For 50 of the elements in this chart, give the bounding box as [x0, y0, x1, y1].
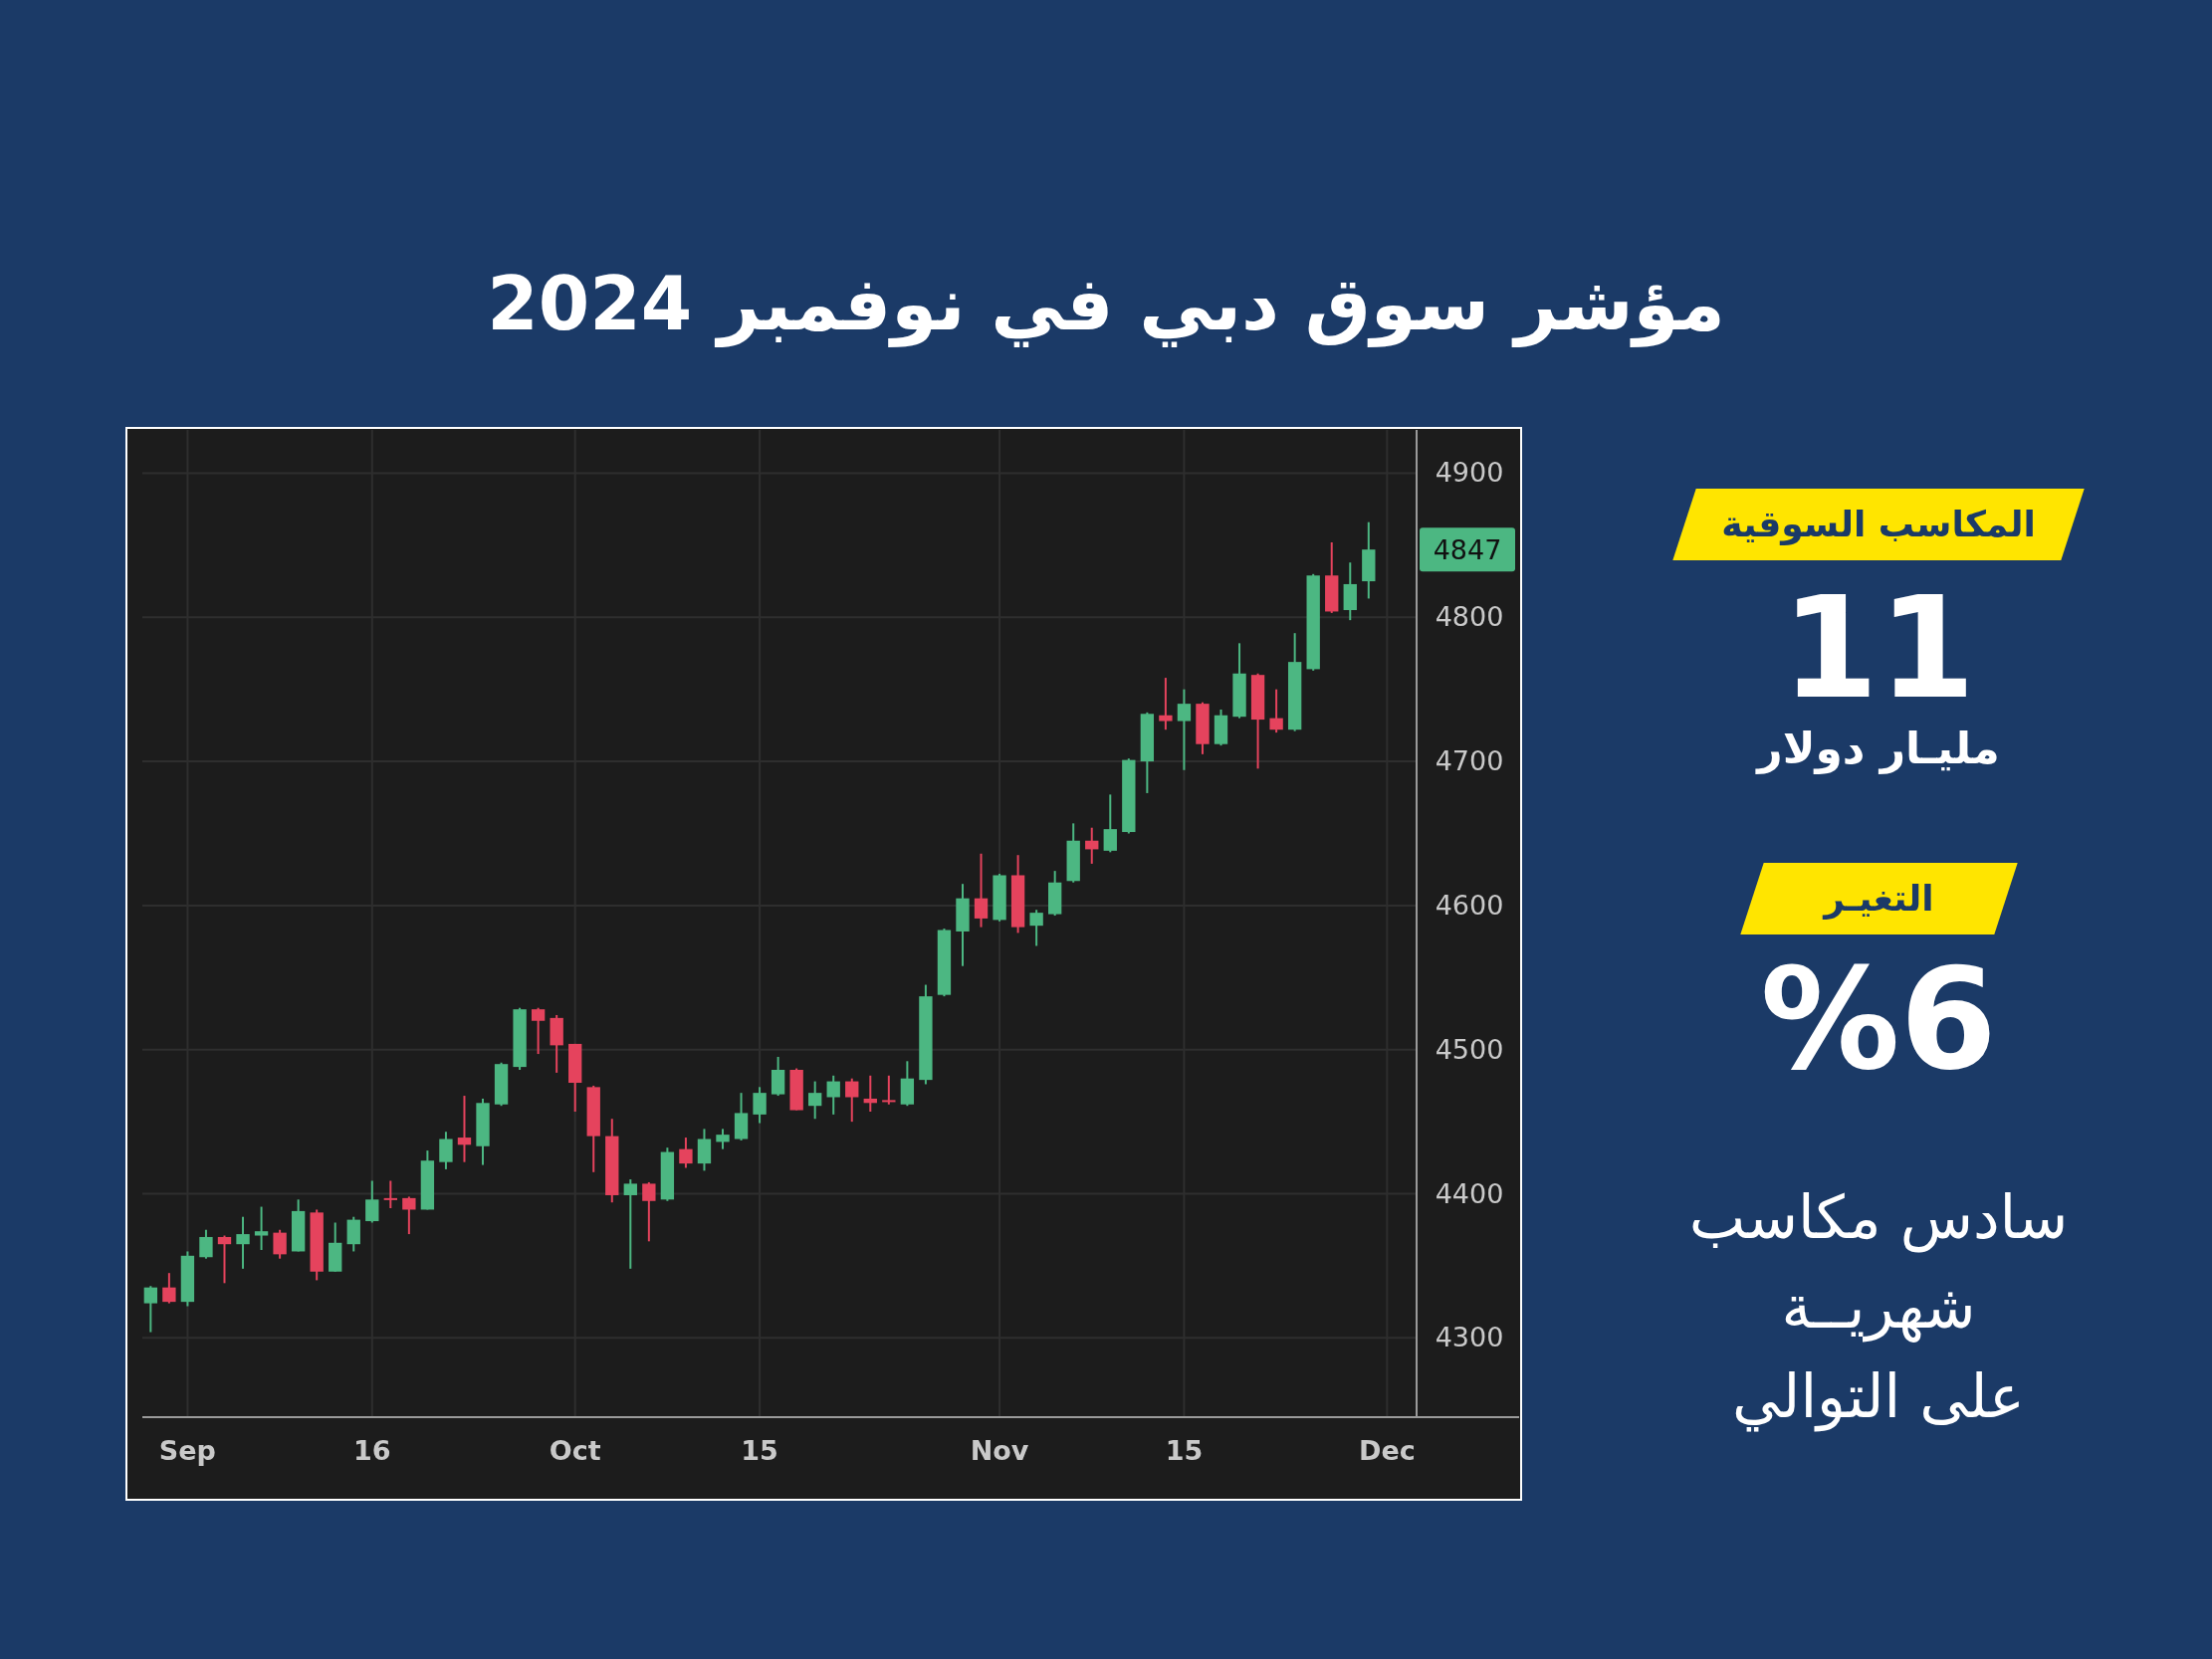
y-tick-label: 4700: [1435, 745, 1504, 777]
y-tick-label: 4800: [1435, 601, 1504, 633]
candlestick: [1177, 688, 1192, 771]
y-tick-label: 4500: [1435, 1033, 1504, 1065]
candlestick: [753, 1086, 767, 1125]
x-tick-label: Sep: [158, 1435, 216, 1466]
candlestick: [531, 1006, 546, 1056]
candlestick: [162, 1272, 176, 1305]
chart-title: مؤشر سوق دبي في نوفمبر 2024: [486, 261, 1726, 346]
x-tick-label: Dec: [1358, 1435, 1416, 1466]
candlestick: [199, 1228, 213, 1260]
candlestick: [383, 1179, 397, 1210]
candlestick: [457, 1095, 472, 1163]
x-tick-label: 16: [353, 1435, 391, 1466]
candlestick: [716, 1128, 730, 1150]
text: التغيـر: [1821, 877, 1935, 922]
candlestick: [1085, 826, 1099, 865]
candlestick: [1029, 909, 1043, 947]
x-tick-label: Nov: [970, 1435, 1029, 1466]
candlestick: [974, 852, 989, 929]
candlestick: [402, 1195, 416, 1236]
candlestick: [882, 1074, 896, 1106]
candlestick: [679, 1137, 693, 1169]
candlestick: [808, 1080, 822, 1121]
candlestick: [217, 1234, 232, 1285]
text: المكاسب السوقية: [1720, 503, 2037, 547]
text: 4847: [1433, 534, 1502, 566]
candlestick: [1103, 793, 1117, 854]
candlestick: [439, 1131, 453, 1170]
candlestick: [623, 1178, 637, 1270]
candlestick: [845, 1077, 859, 1124]
candlestick: [1269, 688, 1283, 734]
y-tick-label: 4600: [1435, 889, 1504, 921]
candlestick: [365, 1179, 379, 1224]
candlestick: [143, 1285, 158, 1334]
text: سادس مكاسب شهريــة على التوالي: [1687, 1181, 2070, 1434]
candlestick: [863, 1074, 877, 1113]
candlestick: [254, 1205, 269, 1252]
x-tick-label: 15: [1165, 1435, 1204, 1466]
candlestick: [826, 1074, 840, 1116]
y-tick-label: 4400: [1435, 1177, 1504, 1209]
candlestick: [236, 1215, 250, 1270]
x-tick-label: Oct: [549, 1435, 601, 1466]
text: %6: [1759, 937, 1998, 1103]
candlestick: [1159, 677, 1173, 731]
y-tick-label: 4300: [1435, 1322, 1504, 1353]
x-tick-label: 15: [741, 1435, 778, 1466]
candlestick: [642, 1180, 656, 1243]
y-tick-label: 4900: [1435, 457, 1504, 489]
candlestick: [273, 1228, 287, 1260]
